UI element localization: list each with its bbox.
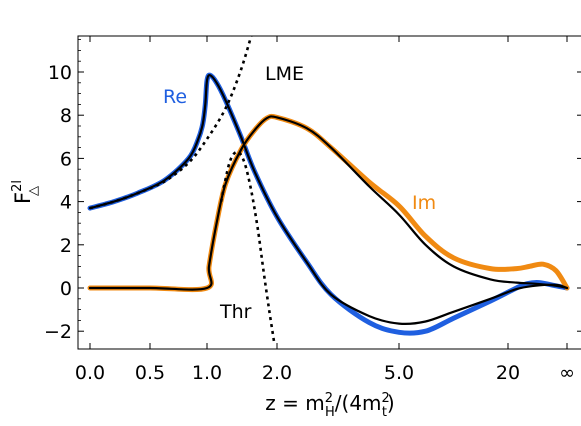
x-tick-label: ∞ (559, 362, 575, 384)
annotation-re: Re (163, 86, 187, 108)
y-tick-label: −2 (44, 321, 72, 343)
annotation-im: Im (412, 192, 436, 214)
plot-frame (77, 35, 581, 350)
x-tick-label: 5.0 (384, 362, 414, 384)
svg-text:F2l△: F2l△ (10, 180, 41, 204)
ticks-layer: 0.0 0.5 1.0 2.0 5.0 20 ∞ −2 0 2 4 6 8 10 (44, 36, 581, 384)
series-im-approx (88, 115, 569, 291)
x-tick-label: 2.0 (262, 362, 292, 384)
x-sup-1: 2 (325, 391, 333, 406)
annotation-layer: Re Im LME Thr (163, 63, 436, 323)
x-tick-label: 20 (496, 362, 520, 384)
x-tick-label: 0.0 (75, 362, 105, 384)
y-tick-label: 10 (48, 62, 72, 84)
annotation-thr: Thr (219, 301, 252, 323)
y-tick-label: 4 (60, 192, 72, 214)
y-tick-label: 6 (60, 148, 72, 170)
x-tick-label: 1.0 (192, 362, 222, 384)
annotation-lme: LME (265, 63, 304, 85)
y-tick-label: 0 (60, 278, 72, 300)
x-tick-label: 0.5 (135, 362, 165, 384)
series-im-thick (87, 113, 570, 293)
y-axis-title: F2l△ (10, 180, 41, 204)
y-tick-label: 8 (60, 105, 72, 127)
series-layer (87, 36, 570, 345)
series-thr-dotted (219, 150, 276, 345)
y-tick-label: 2 (60, 235, 72, 257)
series-re-thick (87, 72, 570, 336)
series-lme-dotted (89, 36, 253, 210)
series-re-approx (88, 74, 569, 326)
x-axis-title: z = m2 H/(4m2 t) (265, 391, 394, 420)
